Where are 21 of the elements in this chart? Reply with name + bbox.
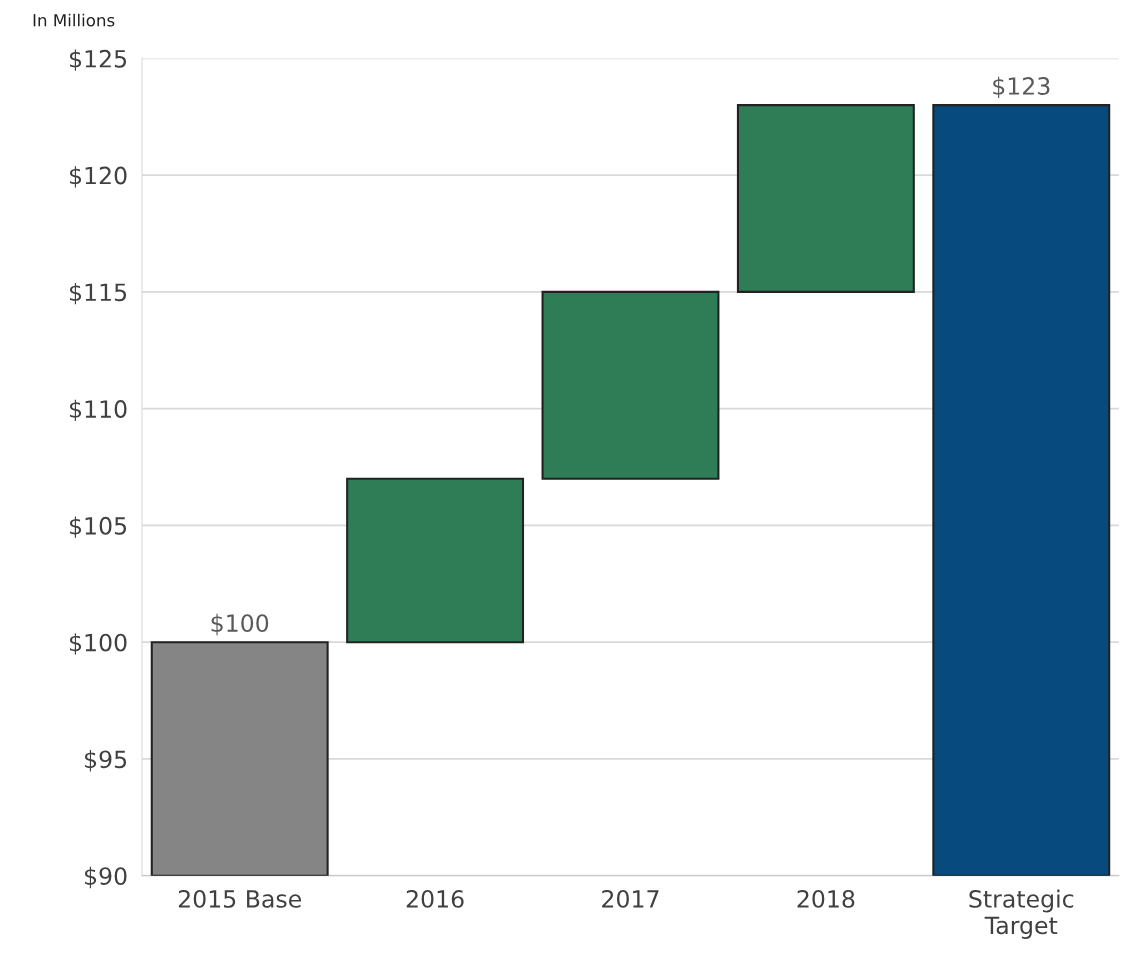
bar: [736, 104, 915, 293]
x-tick-label: 2018: [797, 890, 855, 908]
x-tick-label: Strategic Target: [969, 889, 1074, 939]
y-tick-label: $90: [85, 866, 127, 889]
y-tick-label: $105: [69, 516, 127, 538]
y-tick-label: $110: [69, 399, 127, 422]
y-tick-label: $100: [69, 633, 127, 655]
y-axis-title: In Millions: [33, 13, 115, 27]
bar: [346, 477, 525, 644]
x-tick-label: 2017: [602, 890, 659, 908]
x-tick-label: 2016: [406, 890, 464, 908]
y-tick-label: $125: [69, 49, 127, 71]
data-label: $100: [211, 613, 269, 636]
bar: [541, 290, 720, 480]
y-tick-label: $120: [69, 166, 127, 188]
data-label: $123: [993, 76, 1050, 99]
y-tick-label: $115: [69, 282, 127, 305]
bar: [932, 104, 1111, 876]
x-tick-label: 2015 Base: [178, 890, 301, 908]
bar: [150, 641, 329, 876]
y-tick-label: $95: [85, 749, 127, 772]
